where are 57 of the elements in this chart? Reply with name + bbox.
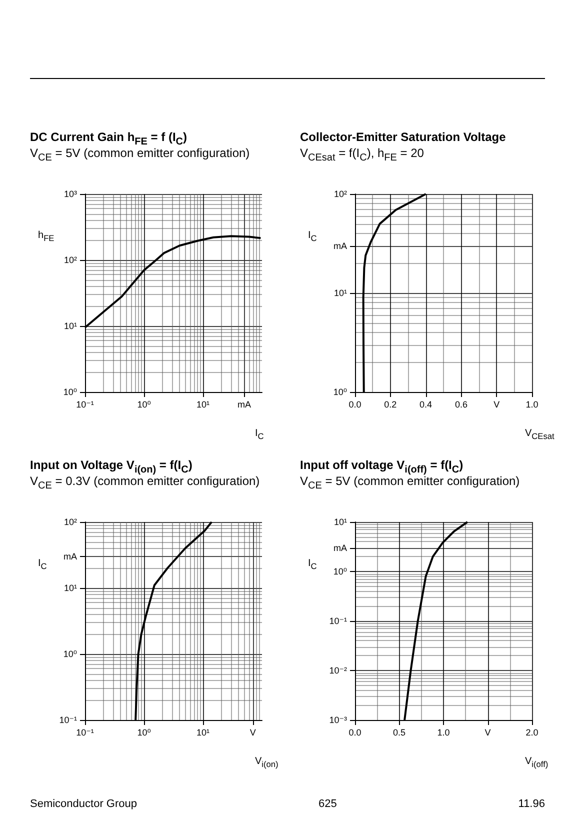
y-axis-title: I$_{C}$ — [308, 230, 317, 243]
x-tick-label: 1.0 — [437, 728, 450, 738]
y-tick-label: 10¹ — [64, 583, 77, 593]
y-tick-label: 10⁰ — [63, 387, 78, 397]
x-tick-label: 0.0 — [348, 728, 362, 738]
y-tick-label: 10⁻³ — [329, 715, 347, 725]
chart-subtitle: V$_{CE}$ = 5V (common emitter configuration) — [30, 146, 251, 166]
y-tick-label: 10⁻¹ — [59, 715, 77, 725]
x-tick-label: 10⁻¹ — [76, 728, 94, 738]
chart-title: Collector-Emitter Saturation Voltage — [300, 130, 507, 146]
x-tick-label: V — [484, 728, 491, 738]
x-axis-title: V$_{i(off)}$ — [525, 756, 548, 769]
y-tick-label: 10¹ — [334, 517, 347, 527]
y-tick-label: 10² — [64, 255, 77, 265]
y-axis-title: h$_{FE}$ — [38, 230, 54, 243]
text: 11.96 — [518, 798, 545, 810]
x-tick-label: 10⁰ — [137, 728, 152, 738]
y-tick-label: mA — [334, 542, 347, 553]
y-tick-label: 10³ — [64, 189, 77, 199]
y-tick-label: 10⁰ — [333, 387, 348, 397]
x-tick-label: 10¹ — [196, 728, 210, 738]
y-tick-label: 10¹ — [334, 288, 347, 298]
chart-subtitle: V$_{CE}$ = 5V (common emitter configuration) — [300, 474, 521, 494]
y-axis-title: I$_{C}$ — [308, 558, 317, 571]
chart-subtitle: V$_{CEsat}$ = f(I$_{C}$), h$_{FE}$ = 20 — [300, 146, 425, 166]
x-tick-label: 10⁻¹ — [76, 400, 94, 410]
x-tick-label: 0.4 — [420, 400, 432, 410]
y-tick-label: 10² — [334, 189, 347, 199]
chart-title: Input off voltage V$_{i(off)}$ = f(I$_{C}$) — [300, 458, 464, 476]
y-tick-label: 10⁻² — [329, 666, 347, 676]
chart-subtitle: V$_{CE}$ = 0.3V (common emitter configuration) — [30, 474, 261, 494]
y-axis-title: I$_{C}$ — [38, 558, 47, 571]
text: 625 — [318, 798, 337, 810]
text: Semiconductor Group — [30, 798, 137, 810]
x-axis-title: V$_{CEsat}$ — [525, 428, 554, 441]
y-tick-label: 10¹ — [64, 321, 77, 331]
x-tick-label: 1.0 — [526, 400, 538, 410]
x-tick-label: 10¹ — [196, 400, 210, 410]
y-tick-label: 10⁻¹ — [329, 616, 347, 626]
y-tick-label: mA — [64, 552, 77, 562]
x-tick-label: 0.5 — [392, 728, 406, 738]
x-tick-label: mA — [237, 400, 251, 410]
x-tick-label: 10⁰ — [137, 400, 152, 410]
x-tick-label: V — [494, 400, 500, 410]
x-tick-label: 0.6 — [454, 400, 468, 410]
y-tick-label: mA — [334, 240, 347, 251]
y-tick-label: 10² — [64, 517, 77, 527]
x-tick-label: 2.0 — [526, 728, 538, 738]
chart-title: Input on Voltage V$_{i(on)}$ = f(I$_{C}$) — [30, 458, 194, 476]
y-tick-label: 10⁰ — [333, 566, 348, 576]
chart-title: DC Current Gain h$_{FE}$ = f (I$_{C}$) — [30, 130, 188, 148]
x-tick-label: 0.2 — [384, 400, 397, 410]
x-axis-title: I$_{C}$ — [255, 428, 264, 441]
x-tick-label: 0.0 — [348, 400, 362, 410]
y-tick-label: 10⁰ — [63, 649, 78, 659]
x-axis-title: V$_{i(on)}$ — [255, 756, 278, 769]
x-tick-label: V — [250, 728, 256, 738]
